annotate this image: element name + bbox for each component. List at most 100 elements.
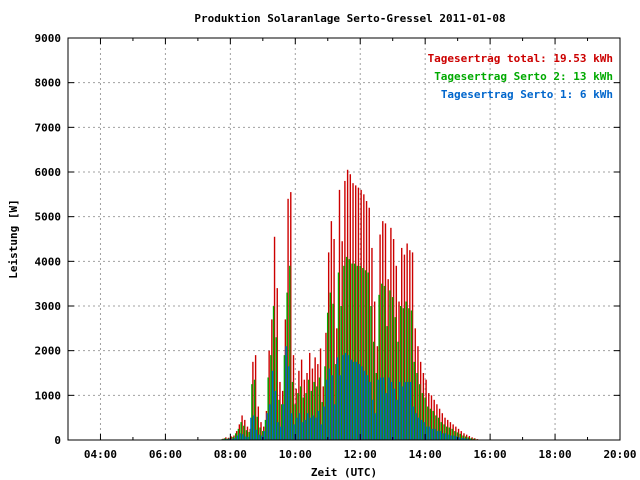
bar-total: [403, 254, 406, 440]
bar-total: [447, 419, 449, 440]
bar-serto1: [417, 417, 420, 440]
bar-serto1: [412, 406, 414, 440]
bar-total: [382, 221, 384, 440]
bar-total: [417, 346, 419, 440]
y-tick-label: 0: [54, 434, 61, 447]
bar-total: [276, 288, 278, 440]
bar-total: [344, 180, 346, 440]
bar-serto2: [386, 326, 388, 440]
bar-serto1: [331, 375, 333, 440]
bar-total: [322, 386, 324, 440]
bar-serto2: [351, 263, 353, 440]
bar-serto2: [391, 297, 394, 440]
bar-total: [460, 431, 462, 440]
bar-serto1: [344, 352, 347, 440]
bar-total: [390, 227, 392, 440]
bar-serto2: [416, 373, 418, 440]
bar-serto2: [313, 381, 315, 440]
bar-serto1: [250, 417, 252, 440]
bar-serto1: [363, 370, 366, 440]
bar-serto2: [432, 410, 434, 440]
bar-serto2: [226, 438, 229, 440]
bar-serto2: [362, 268, 364, 440]
bar-total: [273, 236, 276, 440]
bar-serto2: [326, 312, 329, 440]
bar-serto1: [279, 426, 282, 440]
bar-serto1: [239, 433, 241, 440]
bar-serto2: [467, 437, 470, 440]
bar-serto2: [337, 272, 340, 440]
bar-serto2: [470, 438, 472, 440]
bar-serto1: [233, 437, 236, 440]
bar-serto2: [310, 390, 313, 440]
bar-total: [281, 390, 284, 440]
bar-serto2: [440, 422, 443, 440]
x-tick-label: 20:00: [603, 448, 636, 461]
bar-total: [430, 395, 433, 440]
bar-total: [401, 247, 403, 440]
bar-serto1: [301, 422, 304, 440]
bar-serto1: [258, 434, 260, 440]
bar-serto2: [421, 393, 424, 440]
bar-serto1: [255, 429, 258, 440]
bar-serto1: [466, 438, 469, 440]
bar-serto1: [320, 424, 322, 440]
bar-total: [395, 265, 398, 440]
bar-serto1: [399, 381, 401, 440]
bar-serto2: [243, 425, 245, 440]
bar-total: [254, 355, 257, 440]
bar-total: [444, 417, 446, 440]
bar-total: [330, 221, 333, 440]
bar-serto1: [371, 399, 374, 440]
bar-serto1: [274, 390, 276, 440]
bar-total: [465, 434, 468, 440]
bar-serto2: [443, 424, 445, 440]
bar-serto1: [385, 393, 387, 440]
bar-serto2: [324, 366, 326, 440]
bar-serto1: [377, 379, 379, 440]
bar-serto1: [423, 422, 425, 440]
bar-serto2: [410, 310, 413, 440]
bar-serto1: [323, 406, 325, 440]
bar-serto2: [289, 265, 291, 440]
y-tick-label: 4000: [35, 255, 62, 268]
bar-serto1: [428, 426, 431, 440]
bar-serto1: [334, 404, 336, 440]
bar-serto2: [259, 427, 261, 440]
bar-total: [230, 436, 232, 440]
x-tick-label: 06:00: [149, 448, 182, 461]
bar-serto2: [340, 306, 342, 440]
bar-total: [365, 201, 368, 440]
x-tick-label: 08:00: [214, 448, 247, 461]
bar-serto1: [282, 404, 285, 440]
bar-total: [284, 319, 287, 440]
bar-total: [309, 352, 311, 440]
bar-serto1: [269, 404, 271, 440]
bar-serto1: [426, 426, 428, 440]
bar-total: [317, 364, 319, 440]
bar-total: [474, 438, 476, 440]
bar-serto1: [266, 413, 268, 440]
bar-serto2: [356, 265, 359, 440]
bar-serto1: [388, 377, 390, 440]
bar-serto2: [329, 292, 332, 440]
bar-serto2: [286, 292, 288, 440]
bar-serto2: [402, 308, 405, 440]
bar-serto1: [261, 435, 263, 440]
bar-serto1: [380, 377, 382, 440]
bar-serto1: [436, 431, 439, 440]
bar-total: [438, 408, 441, 440]
bar-total: [468, 435, 471, 440]
bar-serto1: [382, 377, 385, 440]
bar-serto2: [424, 397, 426, 440]
x-tick-label: 14:00: [409, 448, 442, 461]
bar-total: [346, 169, 349, 440]
bar-serto2: [408, 308, 410, 440]
bar-total: [373, 301, 376, 440]
bar-total: [246, 426, 249, 440]
bar-serto2: [378, 294, 380, 440]
bar-serto2: [435, 415, 437, 440]
bar-total: [235, 431, 238, 440]
bar-serto1: [317, 410, 320, 440]
